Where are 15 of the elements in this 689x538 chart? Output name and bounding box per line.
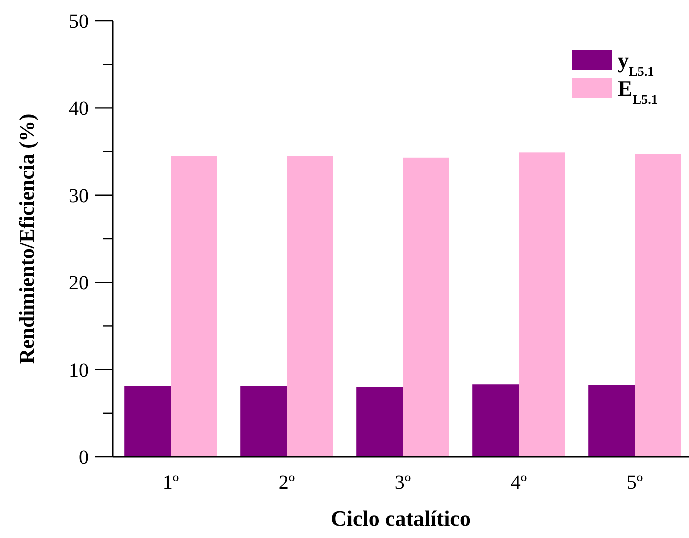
x-tick-label: 2º	[278, 472, 296, 494]
y-axis-title: Rendimiento/Eficiencia (%)	[15, 114, 39, 364]
legend-label: E$_{L5.1}$	[618, 76, 658, 106]
y-tick-label: 30	[69, 185, 89, 208]
y-tick-label: 20	[69, 272, 89, 295]
y-tick-label: 10	[69, 360, 89, 382]
y-tick-label: 50	[69, 11, 89, 33]
x-tick-label: 4º	[510, 472, 528, 494]
x-axis-title: Ciclo catalítico	[331, 506, 471, 531]
x-tick-label: 3º	[394, 472, 412, 494]
legend-label: y$_{L5.1}$	[618, 48, 654, 78]
y-tick-label: 0	[79, 447, 89, 469]
y-tick-label: 40	[69, 98, 89, 120]
x-tick-label: 1º	[162, 472, 180, 494]
x-tick-label: 5º	[626, 472, 644, 494]
